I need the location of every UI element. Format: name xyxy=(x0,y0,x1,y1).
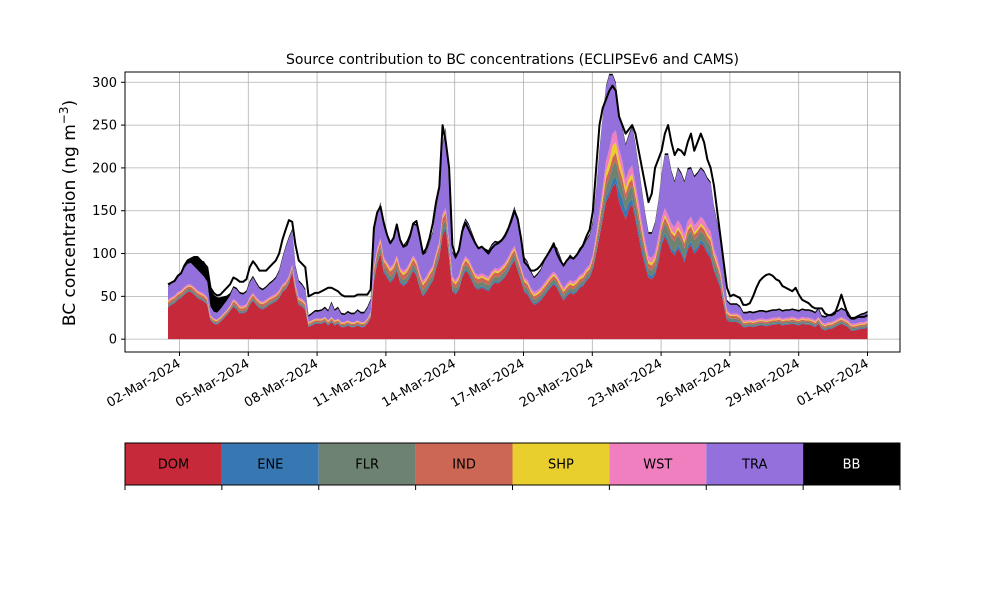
legend-label-flr: FLR xyxy=(355,458,379,473)
y-tick-label: 300 xyxy=(92,76,117,91)
stacked-areas xyxy=(167,73,868,340)
y-tick-label: 100 xyxy=(92,247,117,262)
legend-label-wst: WST xyxy=(643,458,672,473)
chart-title: Source contribution to BC concentrations… xyxy=(286,52,739,68)
legend-label-ene: ENE xyxy=(257,458,283,473)
legend-swatch-flr xyxy=(318,443,416,485)
legend-label-dom: DOM xyxy=(158,458,189,473)
y-tick-label: 150 xyxy=(92,204,117,219)
legend-label-bb: BB xyxy=(843,458,861,473)
y-tick-label: 0 xyxy=(109,333,117,348)
legend-swatch-ene xyxy=(221,443,319,485)
legend-swatch-shp xyxy=(512,443,610,485)
plot-frame xyxy=(124,71,901,353)
area-tra xyxy=(168,75,868,324)
legend-swatch-tra xyxy=(706,443,804,485)
y-axis-label-superscript: −3 xyxy=(57,106,71,124)
y-tick-label: 50 xyxy=(100,290,117,305)
total-line xyxy=(167,84,868,320)
legend-swatch-wst xyxy=(609,443,707,485)
legend-swatch-dom xyxy=(125,443,222,485)
y-tick-label: 250 xyxy=(92,119,117,134)
area-dom xyxy=(168,183,868,340)
legend-label-shp: SHP xyxy=(548,458,574,473)
legend-swatch-ind xyxy=(415,443,513,485)
y-axis-label-main: BC concentration (ng m xyxy=(60,124,80,326)
y-axis-label-close: ) xyxy=(60,100,80,107)
legend-label-tra: TRA xyxy=(741,458,767,473)
legend-swatch-bb xyxy=(803,443,900,485)
y-tick-label: 200 xyxy=(92,161,117,176)
y-axis-label: BC concentration (ng m−3) xyxy=(57,100,80,326)
colorbar-legend: DOM ENE FLR IND SHP WST TRA BB xyxy=(124,442,901,490)
legend-label-ind: IND xyxy=(452,458,476,473)
